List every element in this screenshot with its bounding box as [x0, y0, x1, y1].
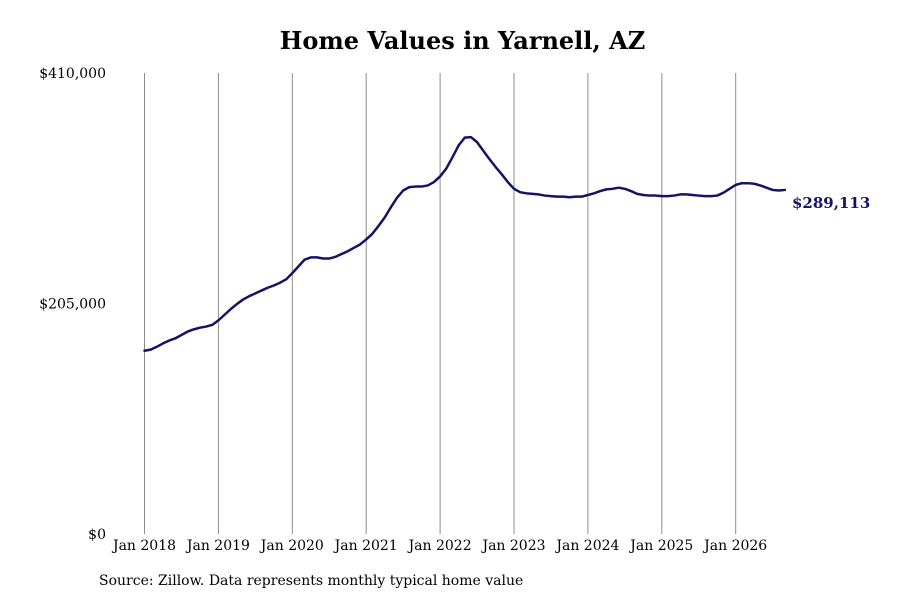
x-axis-labels: Jan 2018 Jan 2019 Jan 2020 Jan 2021 Jan 2022…: [111, 538, 767, 554]
series-lines: [143, 135, 787, 352]
x-tick-label: Jan 2021: [333, 538, 398, 554]
x-tick-label: Jan 2022: [407, 538, 472, 554]
x-tick-label: Jan 2020: [259, 538, 324, 554]
y-tick-label: $0: [88, 527, 106, 543]
x-tick-label: Jan 2018: [111, 538, 176, 554]
x-tick-label: Jan 2026: [702, 538, 767, 554]
series-line: [143, 135, 787, 352]
x-tick-label: Jan 2023: [480, 538, 545, 554]
vertical-gridlines: [144, 73, 737, 534]
end-value-label-group: $289,113: [792, 194, 870, 212]
x-tick-label: Jan 2025: [628, 538, 693, 554]
end-value-label: $289,113: [792, 194, 870, 212]
chart-title: Home Values in Yarnell, AZ: [279, 26, 646, 55]
x-tick-label: Jan 2019: [185, 538, 250, 554]
x-tick-label: Jan 2024: [554, 538, 619, 554]
y-tick-label: $410,000: [39, 66, 106, 82]
source-note: Source: Zillow. Data represents monthly …: [99, 573, 524, 589]
y-tick-label: $205,000: [39, 297, 106, 313]
y-axis-labels: $0 $205,000 $410,000: [39, 66, 106, 543]
